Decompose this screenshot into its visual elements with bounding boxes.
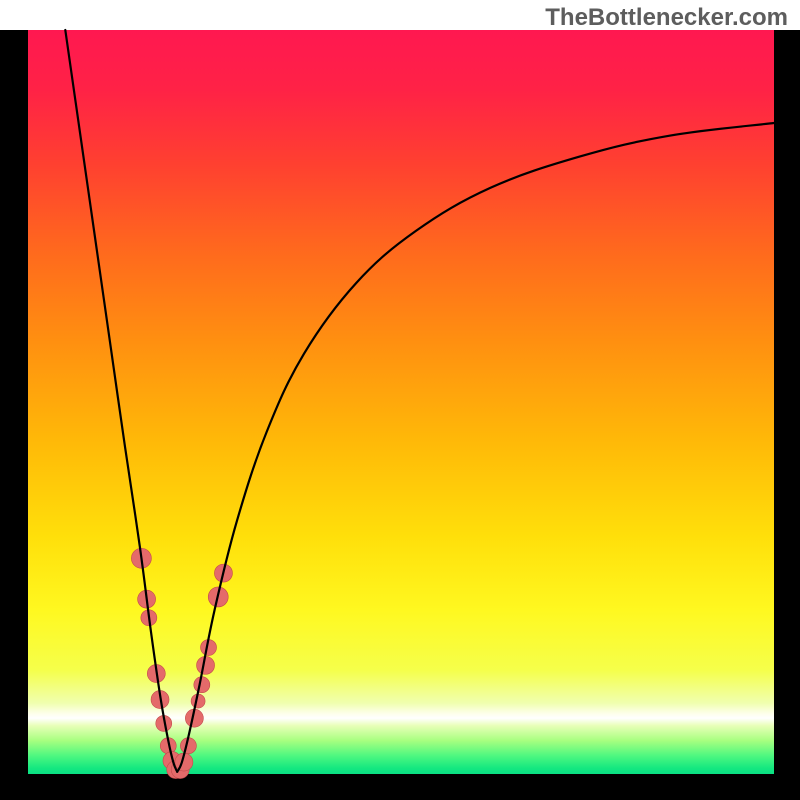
frame-border-right bbox=[774, 30, 800, 800]
chart-container: TheBottlenecker.com bbox=[0, 0, 800, 800]
frame-border-bottom bbox=[0, 774, 800, 800]
frame-border-left bbox=[0, 30, 28, 800]
plot-gradient-background bbox=[28, 30, 774, 774]
watermark-text: TheBottlenecker.com bbox=[545, 4, 788, 32]
